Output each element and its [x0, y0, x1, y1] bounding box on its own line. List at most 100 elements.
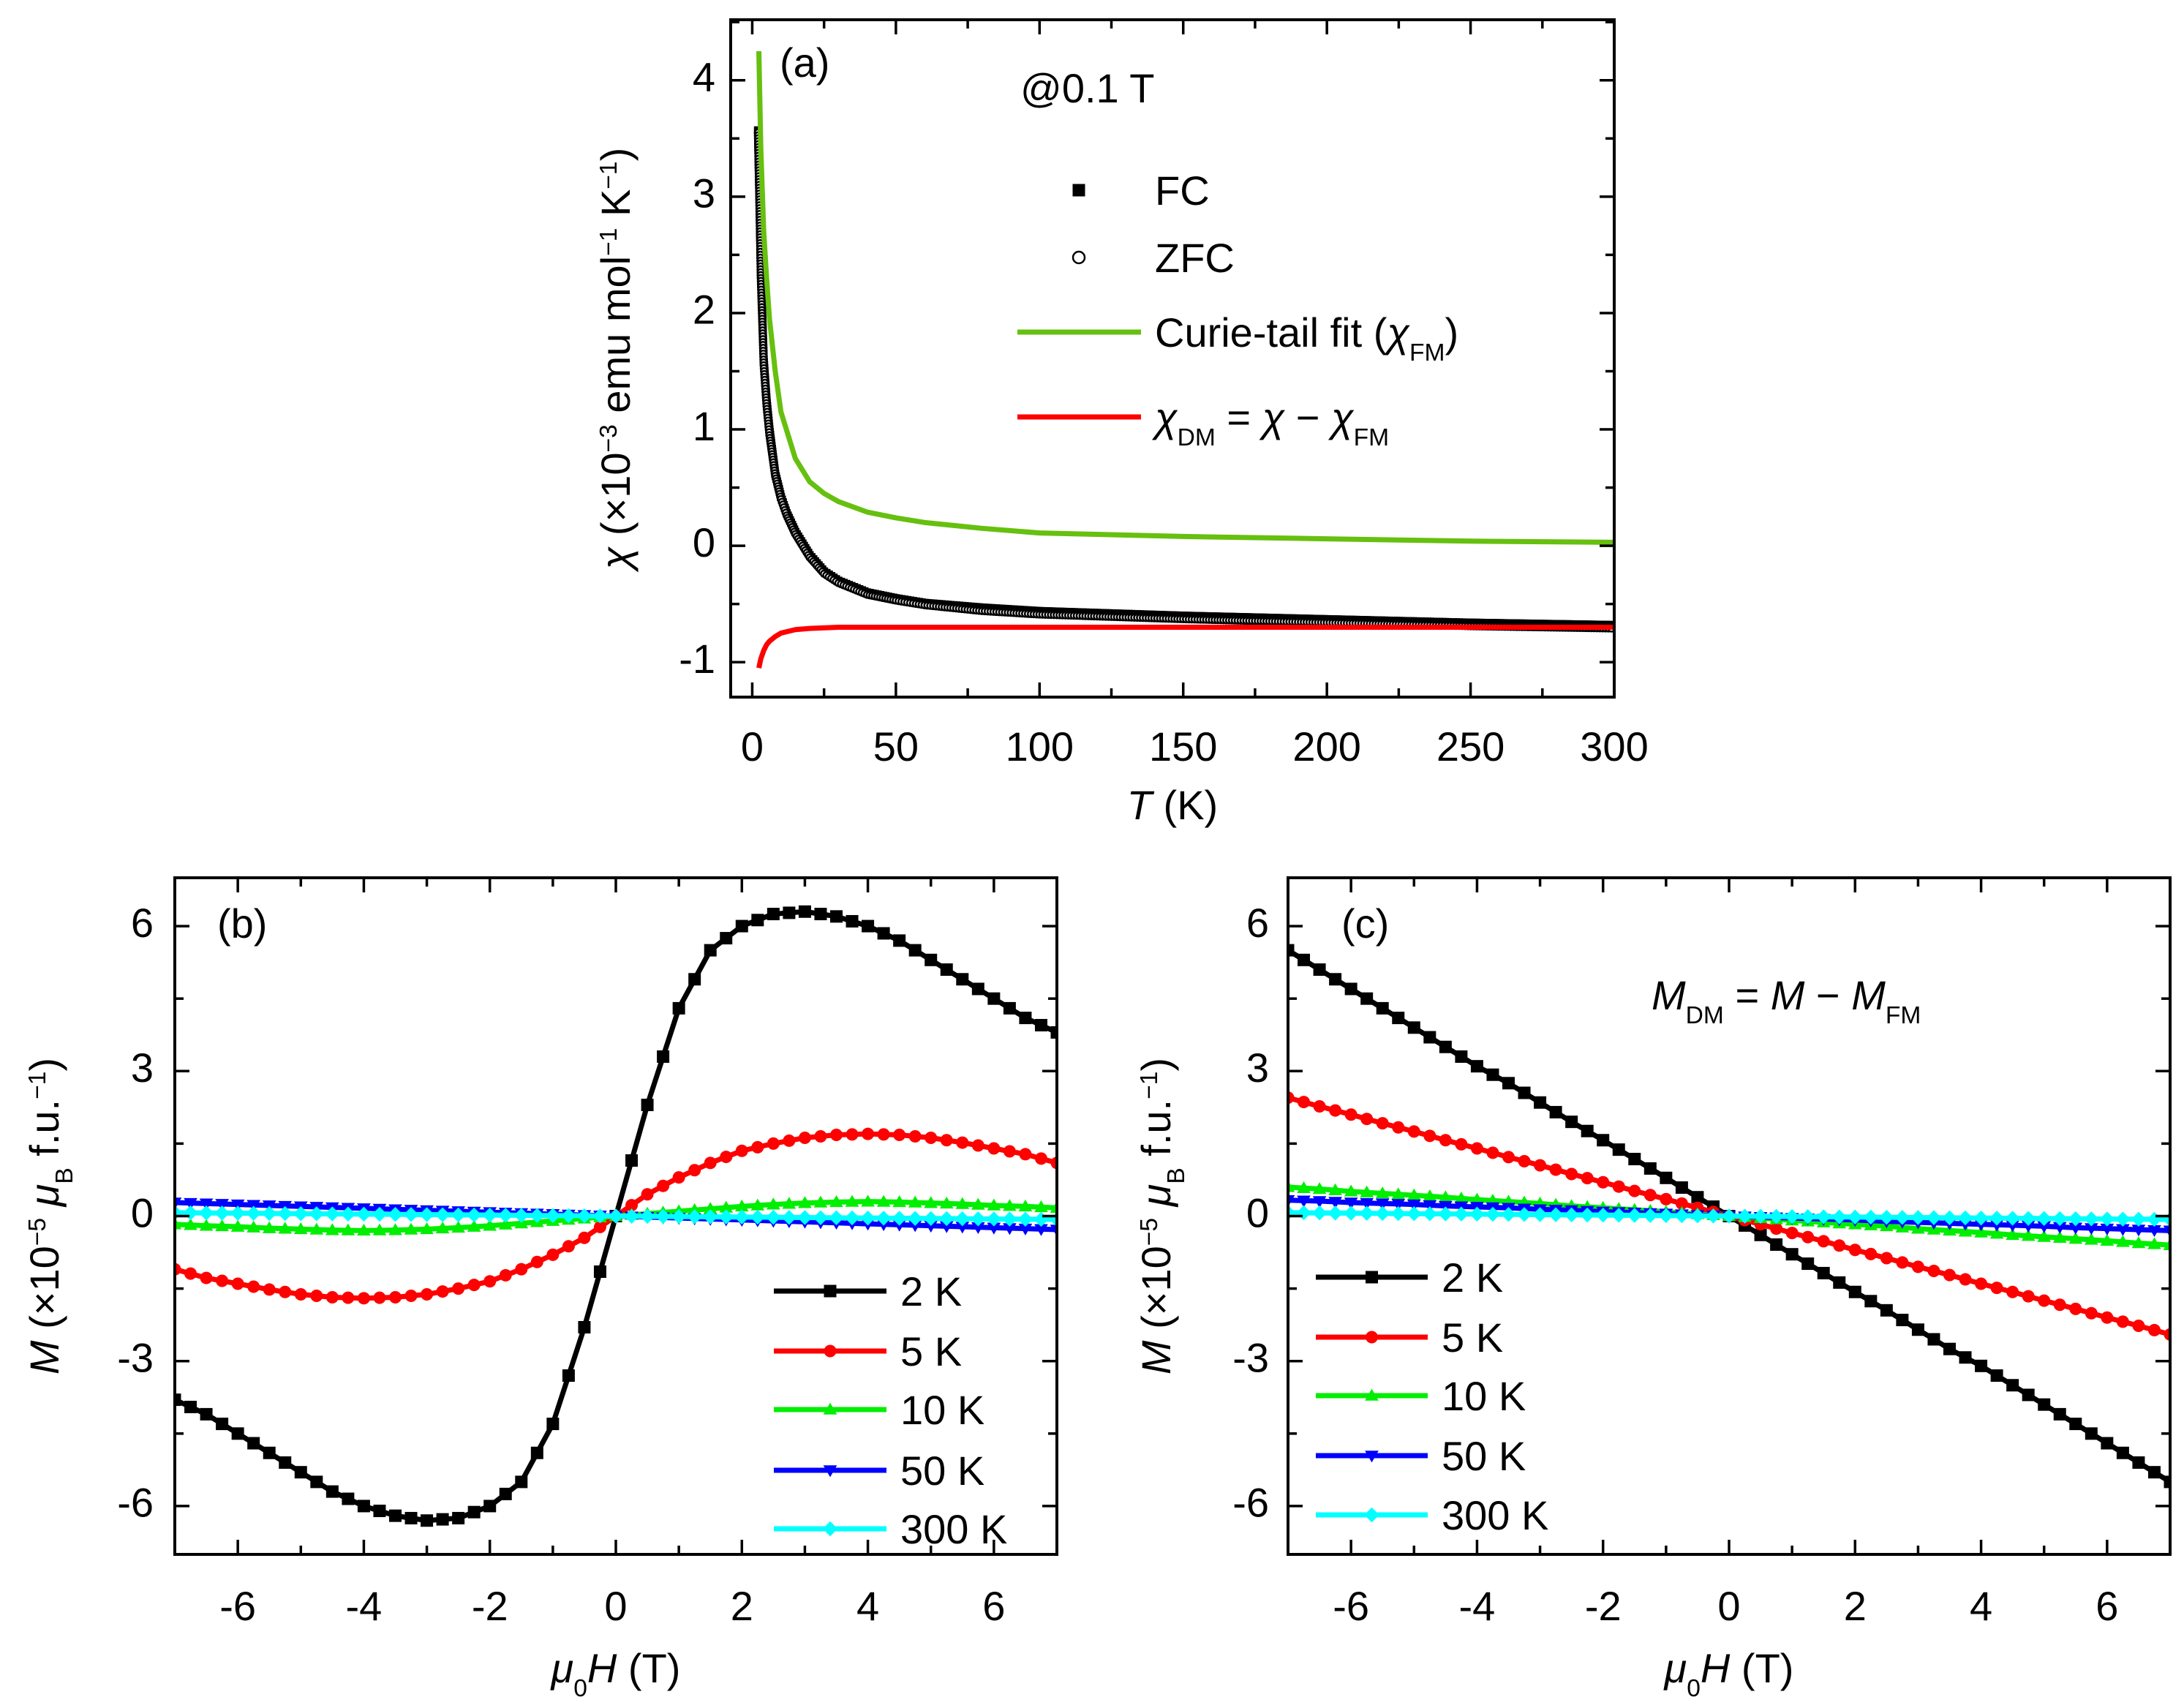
data-point — [2132, 1319, 2145, 1332]
x-tick-label: 50 — [873, 723, 919, 770]
data-point — [1816, 1209, 1831, 1224]
data-point — [2147, 1224, 2161, 1238]
data-point — [404, 1511, 418, 1524]
data-point — [184, 1400, 197, 1413]
data-point — [1831, 1209, 1847, 1224]
data-point — [175, 1393, 181, 1407]
data-point — [783, 906, 796, 919]
y-tick-label: -3 — [117, 1335, 154, 1381]
label-part: = — [1724, 972, 1771, 1018]
label-part: B — [1163, 1167, 1190, 1184]
data-point — [1894, 1210, 1910, 1225]
data-point — [499, 1268, 512, 1282]
label-part: M — [1851, 972, 1886, 1018]
x-axis-title: μ0H (T) — [1663, 1645, 1794, 1702]
data-point — [639, 1208, 655, 1224]
legend-label: ZFC — [1155, 235, 1235, 281]
data-point — [175, 1263, 181, 1276]
data-point — [419, 1207, 434, 1222]
label-part: FM — [1409, 339, 1445, 366]
data-point — [703, 1209, 718, 1224]
label-part: μ — [1133, 1184, 1179, 1208]
data-point — [954, 1211, 970, 1227]
label-part: −1 — [595, 161, 622, 189]
data-point — [2053, 1298, 2066, 1312]
data-point — [356, 1206, 372, 1222]
data-point — [530, 1446, 543, 1459]
y-tick-label: 3 — [131, 1045, 154, 1091]
data-point — [467, 1219, 481, 1232]
data-point — [1407, 1125, 1420, 1138]
data-point — [183, 1205, 198, 1221]
data-point — [672, 1171, 685, 1184]
x-tick-label: -4 — [1459, 1583, 1496, 1629]
legend-marker — [1072, 184, 1085, 197]
data-point — [1990, 1282, 2003, 1295]
data-point — [1754, 1228, 1767, 1241]
data-point — [1817, 1266, 1830, 1279]
data-point — [1439, 1190, 1453, 1203]
data-point — [230, 1219, 245, 1232]
data-point — [1288, 944, 1295, 957]
y-tick-label: 1 — [693, 403, 715, 449]
data-point — [2068, 1222, 2083, 1235]
data-point — [451, 1207, 466, 1223]
data-point — [1018, 1223, 1033, 1236]
data-point — [1470, 1060, 1483, 1073]
data-point — [1518, 1086, 1531, 1099]
data-point — [466, 1207, 482, 1223]
data-point — [1050, 1224, 1057, 1237]
data-point — [2116, 1315, 2129, 1328]
data-point — [562, 1369, 575, 1382]
label-part: 0 — [573, 1675, 587, 1702]
label-part: −5 — [1136, 1218, 1163, 1246]
data-point — [1674, 1208, 1690, 1224]
data-point — [1769, 1208, 1784, 1224]
data-point — [813, 1210, 829, 1225]
data-point — [1407, 1188, 1421, 1200]
label-part: μ — [550, 1645, 574, 1691]
data-point — [1565, 1116, 1578, 1129]
data-point — [1298, 953, 1311, 966]
data-point — [939, 1196, 954, 1209]
legend-item: 10 K — [1316, 1373, 1526, 1419]
data-point — [262, 1205, 277, 1222]
x-tick-label: 0 — [741, 723, 764, 770]
data-point — [2101, 1437, 2114, 1450]
data-point — [1658, 1208, 1674, 1224]
data-point — [1486, 1068, 1499, 1081]
data-point — [1518, 1155, 1531, 1168]
label-part: f.u. — [21, 1099, 67, 1167]
data-point — [325, 1206, 340, 1222]
data-point — [1407, 1021, 1420, 1034]
data-point — [499, 1487, 512, 1500]
label-part: = — [1216, 394, 1262, 440]
panel-label: (a) — [780, 39, 829, 86]
data-point — [925, 1131, 938, 1144]
data-point — [1957, 1210, 1973, 1226]
data-point — [2022, 1388, 2035, 1402]
x-tick-label: 2 — [731, 1583, 753, 1629]
data-point — [735, 1144, 748, 1157]
data-point — [2005, 1211, 2020, 1226]
x-tick-label: -2 — [1585, 1583, 1622, 1629]
y-tick-label: -1 — [679, 636, 715, 682]
data-point — [2163, 1225, 2170, 1238]
data-point — [939, 1221, 954, 1233]
data-point — [279, 1456, 292, 1469]
data-point — [373, 1505, 386, 1518]
data-point — [830, 910, 843, 923]
data-point — [467, 1279, 481, 1292]
data-point — [1975, 1359, 1988, 1372]
legend-item: ZFC — [1072, 235, 1235, 281]
data-point — [892, 1211, 907, 1226]
data-point — [925, 953, 938, 966]
data-point — [956, 973, 969, 986]
data-point — [987, 1142, 1001, 1155]
data-point — [971, 1139, 984, 1152]
data-point — [783, 1134, 796, 1147]
data-point — [452, 1511, 465, 1524]
data-point — [2084, 1211, 2099, 1227]
data-point — [877, 1128, 890, 1141]
